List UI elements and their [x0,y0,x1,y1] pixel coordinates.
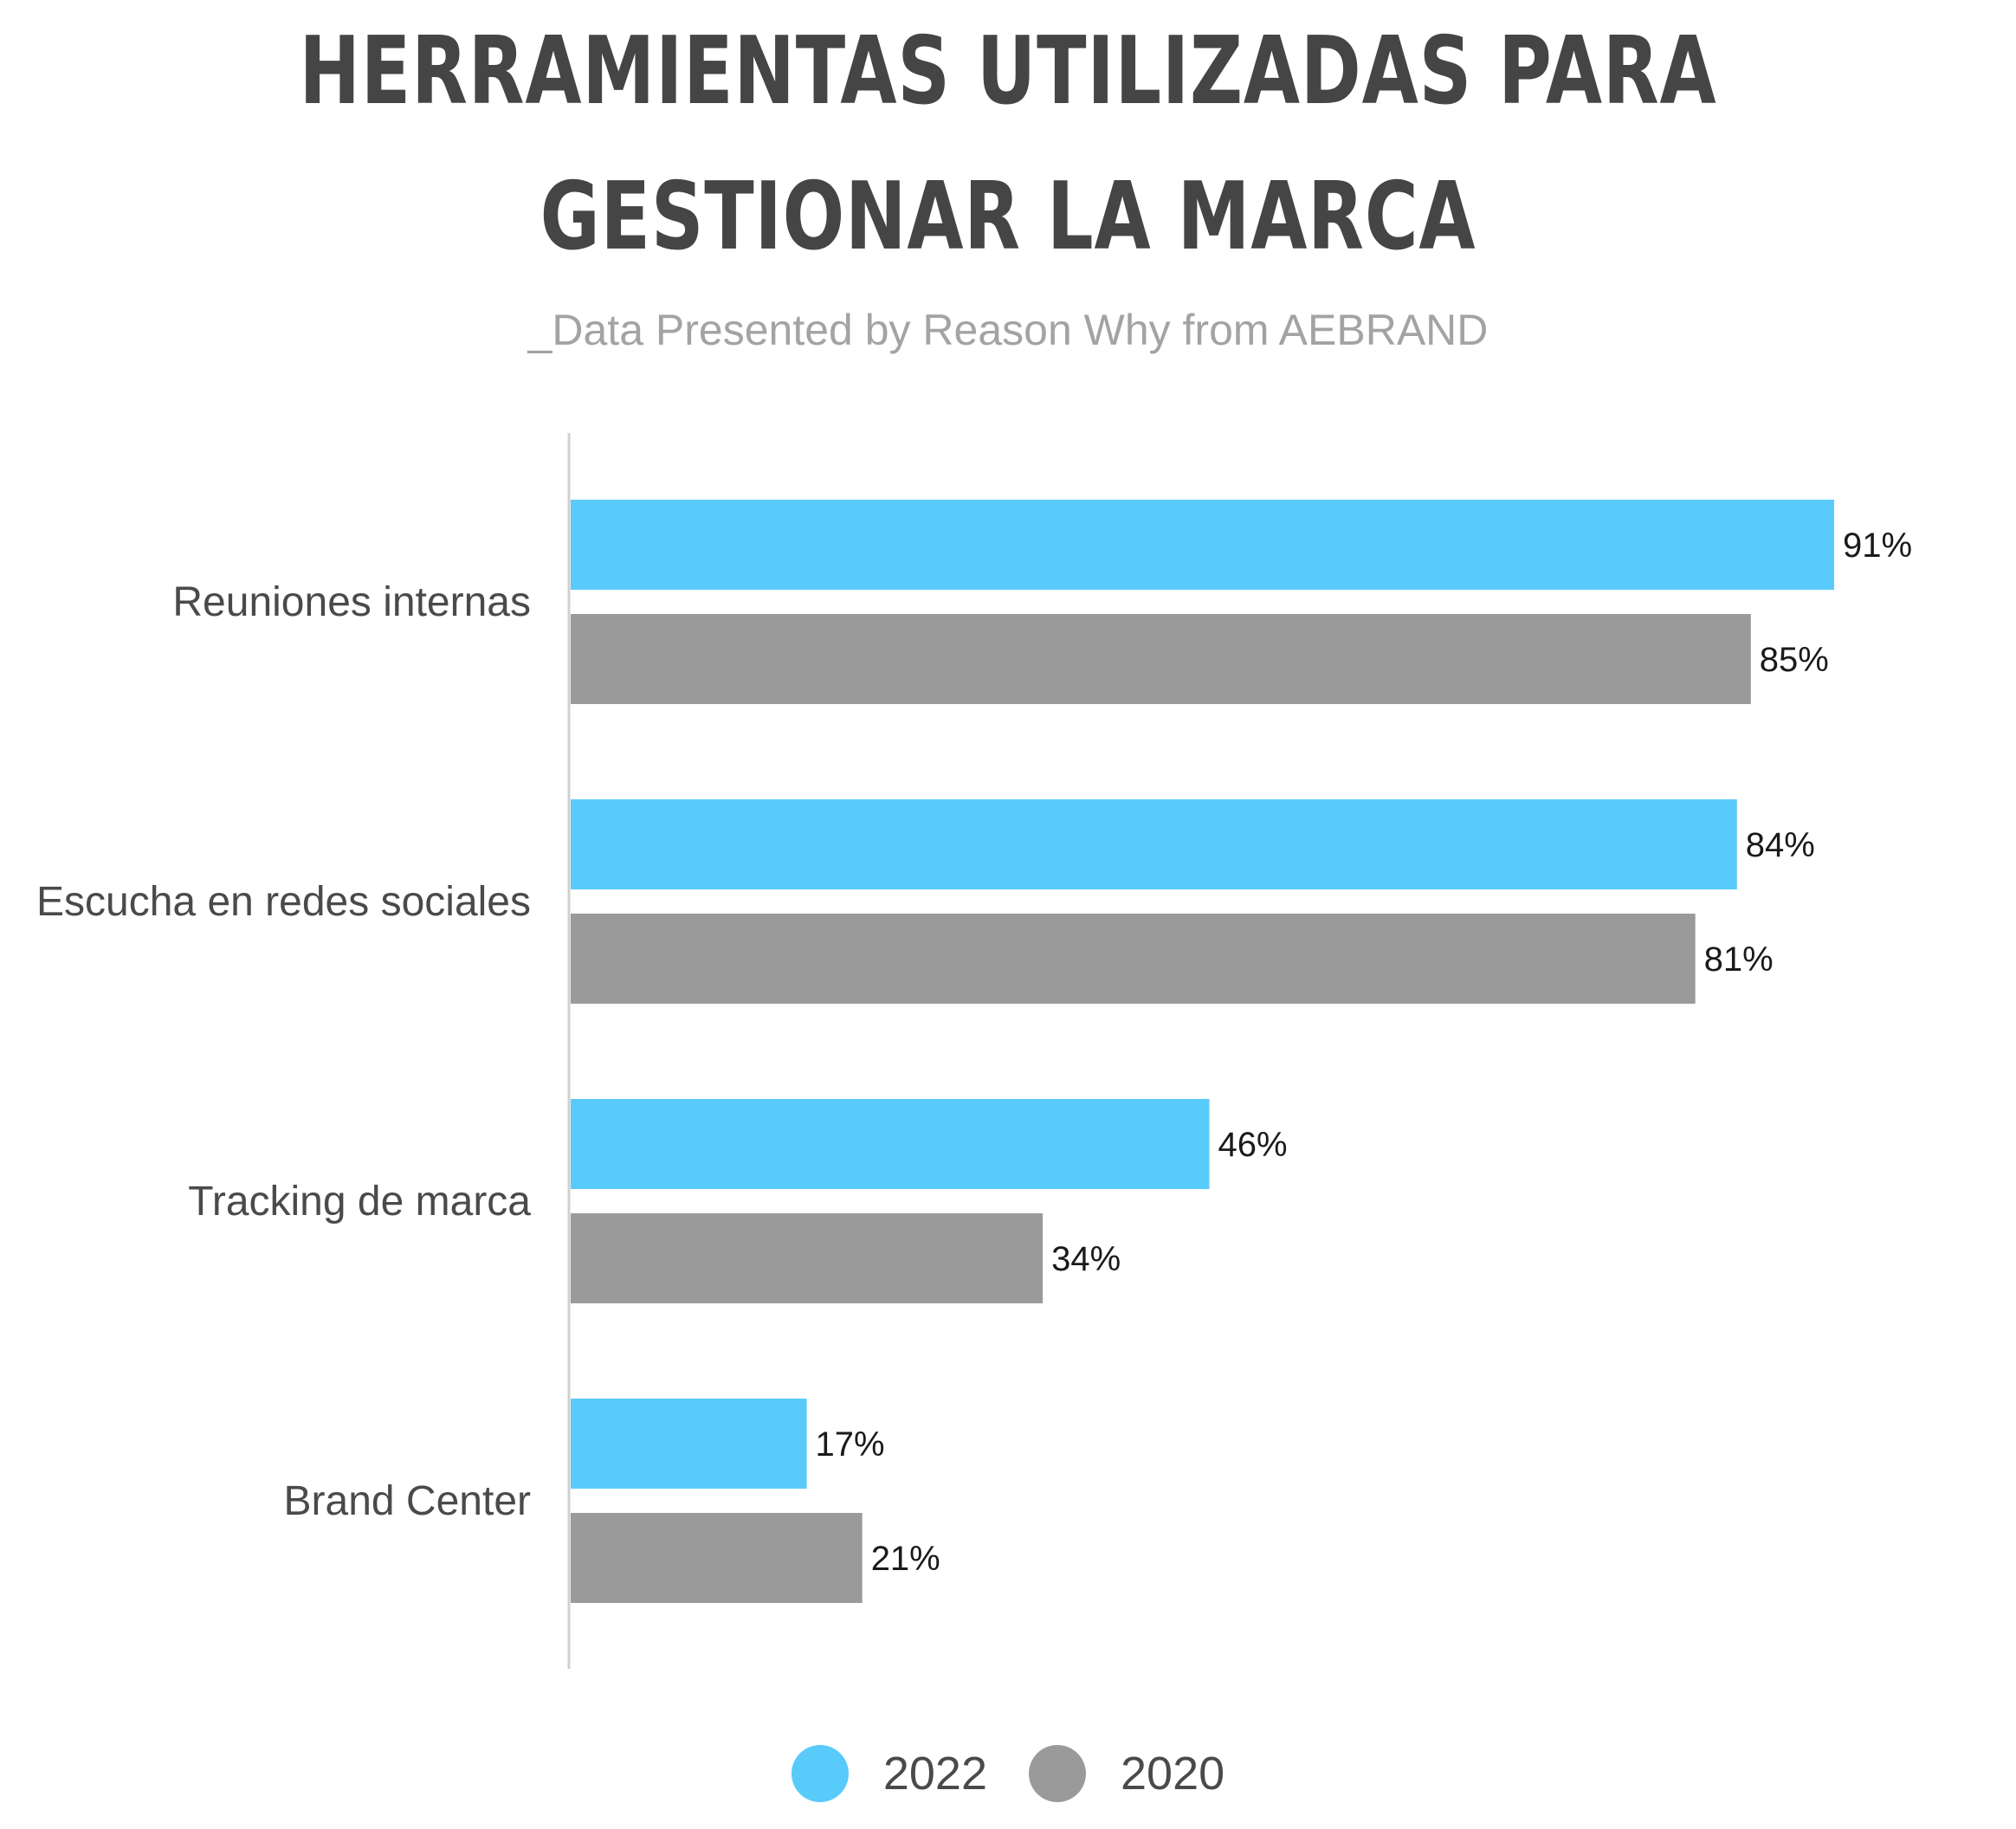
category-label-escucha-en-redes-sociales: Escucha en redes sociales [36,879,531,925]
value-label-tracking-de-marca-2022: 46% [1218,1126,1288,1164]
bar-brand-center-2020 [571,1513,863,1603]
category-label-brand-center: Brand Center [284,1478,532,1524]
bar-tracking-de-marca-2022 [571,1099,1210,1189]
legend-item-2020: 2020 [1029,1745,1224,1802]
value-label-reuniones-internas-2022: 91% [1843,527,1912,565]
value-label-brand-center-2020: 21% [871,1540,940,1578]
legend-swatch-2020 [1029,1745,1086,1802]
bar-reuniones-internas-2022 [571,500,1834,590]
value-label-tracking-de-marca-2020: 34% [1051,1240,1121,1278]
legend-label-2022: 2022 [882,1748,987,1800]
chart-title-line-1: HERRAMIENTAS UTILIZADAS PARA [299,17,1717,126]
bar-escucha-en-redes-sociales-2020 [571,914,1696,1004]
category-label-tracking-de-marca: Tracking de marca [188,1179,531,1225]
category-label-reuniones-internas: Reuniones internas [172,579,531,625]
bar-brand-center-2022 [571,1399,807,1489]
legend-item-2022: 2022 [791,1745,987,1802]
bar-tracking-de-marca-2020 [571,1213,1044,1303]
value-label-reuniones-internas-2020: 85% [1760,641,1829,679]
legend-swatch-2022 [791,1745,849,1802]
labels-layer: 91% 85% Reuniones internas 84% 81% Escucha en… [36,527,1912,1578]
value-label-escucha-en-redes-sociales-2022: 84% [1746,826,1815,864]
legend-label-2020: 2020 [1121,1748,1225,1800]
chart-subtitle: _Data Presented by Reason Why from AEBRA… [527,306,1489,354]
legend: 2022 2020 [0,1745,2016,1802]
value-label-escucha-en-redes-sociales-2020: 81% [1704,940,1774,979]
value-label-brand-center-2022: 17% [816,1425,885,1464]
bar-reuniones-internas-2020 [571,614,1751,704]
chart-title-line-2: GESTIONAR LA MARCA [540,163,1476,271]
bar-escucha-en-redes-sociales-2022 [571,799,1737,889]
bars-layer [571,500,1834,1603]
